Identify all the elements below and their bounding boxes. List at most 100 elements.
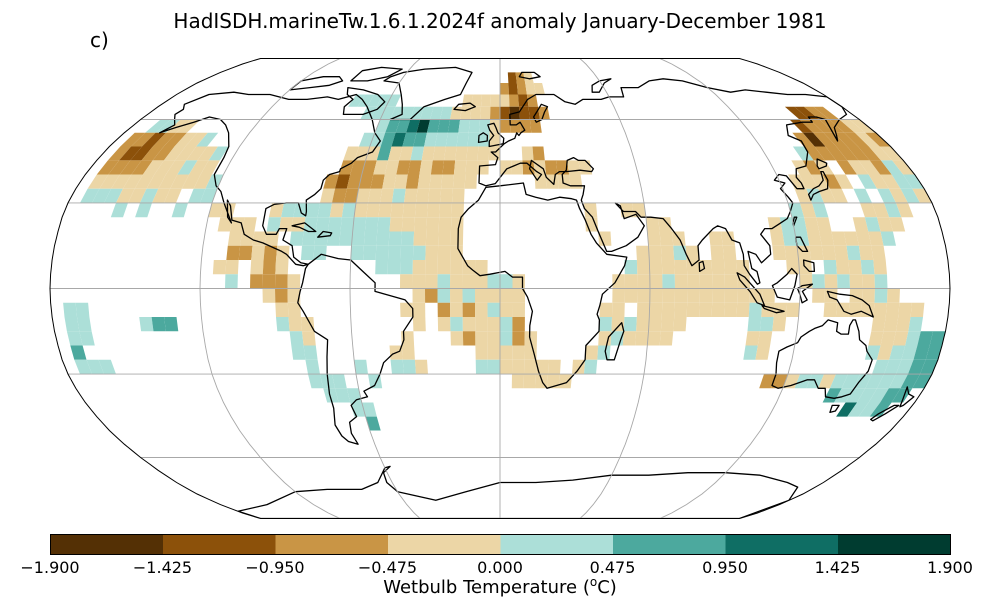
- grid-cell: [822, 388, 842, 403]
- grid-cell: [578, 160, 593, 175]
- grid-cell: [262, 288, 276, 303]
- grid-cell: [829, 374, 848, 389]
- grid-cell: [437, 260, 451, 275]
- grid-cell: [226, 245, 241, 260]
- grid-cell: [251, 245, 265, 260]
- coastline: [478, 78, 848, 285]
- grid-cell: [158, 174, 178, 189]
- grid-cell: [77, 317, 92, 332]
- grid-cell: [425, 288, 438, 303]
- grid-cell: [320, 188, 335, 203]
- grid-cell: [877, 217, 893, 232]
- grid-cell: [834, 388, 854, 403]
- grid-cell: [841, 374, 860, 389]
- coastline: [317, 230, 333, 238]
- grid-cell: [724, 260, 738, 275]
- grid-cell: [500, 331, 513, 346]
- grid-cell: [500, 288, 513, 303]
- grid-cell: [480, 106, 491, 120]
- grid-cell: [532, 146, 545, 161]
- grid-cell: [366, 202, 380, 218]
- grid-cell: [176, 119, 201, 133]
- colorbar-tick-label: 0.000: [477, 558, 523, 577]
- grid-cell: [659, 331, 674, 346]
- grid-cell: [108, 160, 131, 175]
- grid-cell: [111, 174, 132, 189]
- grid-cell: [852, 217, 869, 232]
- grid-cell: [880, 160, 904, 175]
- coastline: [807, 170, 829, 201]
- grid-cell: [818, 188, 836, 203]
- grid-cell: [812, 288, 825, 303]
- grid-cell: [350, 402, 366, 417]
- grid-cell: [687, 288, 700, 303]
- grid-cell: [599, 302, 613, 317]
- grid-cell: [400, 274, 413, 289]
- grid-cell: [151, 317, 166, 332]
- grid-cell: [872, 202, 890, 218]
- grid-cell: [660, 317, 675, 332]
- grid-cell: [185, 132, 208, 147]
- grid-cell: [508, 83, 518, 95]
- grid-cell: [86, 359, 104, 375]
- grid-cell: [131, 132, 156, 147]
- grid-cell: [515, 72, 526, 83]
- grid-cell: [438, 231, 451, 246]
- grid-cell: [400, 302, 413, 317]
- grid-cell: [432, 146, 446, 161]
- grid-cell: [427, 202, 440, 218]
- grid-cell: [721, 231, 736, 246]
- grid-cell: [662, 288, 675, 303]
- grid-cell: [413, 231, 427, 246]
- grid-cell: [512, 288, 525, 303]
- grid-cell: [847, 402, 869, 417]
- grid-cell: [724, 288, 738, 303]
- grid-cell: [188, 188, 206, 203]
- grid-cell: [770, 231, 785, 246]
- grid-cell: [404, 188, 418, 203]
- grid-cell: [724, 302, 738, 317]
- grid-cell: [524, 359, 537, 375]
- grid-cell: [518, 94, 529, 107]
- grid-cell: [363, 231, 378, 246]
- grid-cell: [481, 94, 491, 107]
- grid-cell: [79, 331, 95, 346]
- grid-cell: [303, 345, 318, 360]
- grid-cell: [302, 331, 316, 346]
- grid-cell: [152, 188, 171, 203]
- grid-cell: [674, 260, 688, 275]
- grid-cell: [163, 146, 186, 161]
- grid-cell: [352, 217, 367, 232]
- grid-cell: [354, 359, 368, 375]
- grid-cell: [880, 331, 896, 346]
- grid-cell: [516, 83, 527, 95]
- grid-cell: [323, 388, 339, 403]
- grid-cell: [500, 160, 512, 175]
- grid-cell: [636, 302, 650, 317]
- grid-cell: [599, 317, 612, 332]
- grid-cell: [376, 146, 392, 161]
- grid-cell: [880, 388, 901, 403]
- grid-cell: [475, 317, 488, 332]
- grid-cell: [649, 288, 663, 303]
- grid-cell: [425, 245, 439, 260]
- grid-cell: [525, 83, 536, 95]
- grid-cell: [475, 331, 488, 346]
- grid-cell: [262, 260, 276, 275]
- grid-cell: [392, 188, 406, 203]
- grid-cell: [802, 160, 823, 175]
- grid-cell: [205, 174, 224, 189]
- grid-cell: [104, 188, 123, 203]
- grid-cell: [475, 302, 488, 317]
- grid-cell: [500, 274, 513, 289]
- grid-cell: [437, 274, 451, 289]
- grid-cell: [873, 302, 887, 317]
- grid-cell: [843, 231, 859, 246]
- grid-cell: [426, 217, 440, 232]
- grid-cell: [500, 94, 510, 107]
- grid-cell: [500, 302, 513, 317]
- grid-cell: [429, 174, 443, 189]
- grid-cell: [462, 288, 475, 303]
- colorbar-tick-label: 1.900: [927, 558, 973, 577]
- grid-cell: [687, 274, 700, 289]
